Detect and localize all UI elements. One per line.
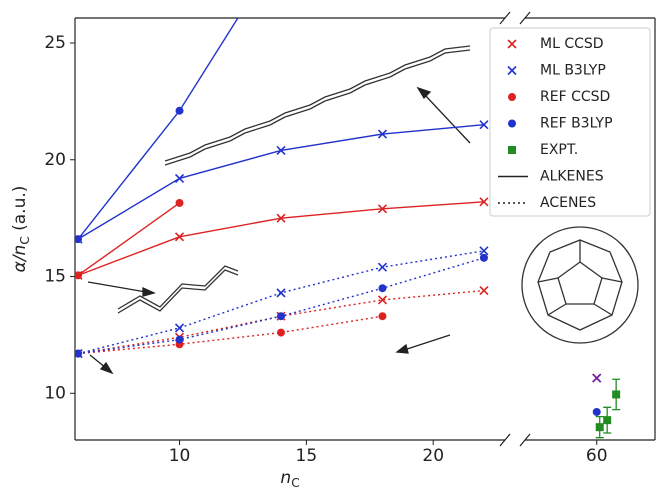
point-x [479, 285, 489, 296]
point-x [174, 173, 185, 184]
point-dot [378, 312, 387, 321]
x-tick-label: 10 [169, 446, 191, 466]
legend-label: REF B3LYP [540, 116, 613, 132]
x-axis-label: nC [280, 468, 299, 490]
legend-marker [508, 146, 516, 154]
legend-label: ML CCSD [540, 36, 604, 52]
point-dot [378, 284, 387, 293]
y-axis-label: α/nC (a.u.) [10, 186, 32, 273]
point-square [595, 423, 604, 432]
point-dot [479, 253, 488, 262]
point-x [276, 288, 286, 298]
point-dot [276, 312, 285, 321]
legend-box [489, 27, 651, 217]
point-x [479, 246, 489, 256]
point-x [377, 262, 388, 272]
point-dot [75, 349, 83, 358]
legend-marker [507, 65, 517, 76]
x-tick-label: 20 [422, 446, 444, 466]
point-x [276, 145, 286, 155]
legend-label: ACENES [540, 195, 596, 211]
series-group [592, 373, 602, 416]
point-x [276, 213, 286, 223]
legend-marker [508, 93, 516, 101]
y-tick-label: 10 [44, 383, 66, 403]
point-dot [175, 335, 184, 344]
point-x [592, 373, 602, 383]
series-line [77, 201, 484, 277]
x-tick-label: 60 [586, 446, 608, 466]
point-x [174, 323, 185, 333]
molecules [117, 45, 639, 344]
series-line [77, 250, 485, 355]
series-line [77, 315, 383, 355]
point-dot [276, 328, 285, 337]
point-x [479, 197, 489, 207]
point-square [603, 416, 612, 425]
point-x [174, 232, 185, 242]
y-tick-label: 20 [44, 150, 66, 170]
axes-frame [74, 11, 656, 447]
expt-group [595, 378, 621, 439]
legend-label: EXPT. [540, 142, 578, 158]
series-line [77, 124, 485, 240]
legend-label: ALKENES [540, 169, 604, 185]
point-x [479, 120, 489, 130]
point-x [377, 204, 388, 214]
x-tick-label: 15 [296, 446, 318, 466]
legend-marker [507, 39, 517, 49]
y-tick-label: 25 [44, 33, 66, 53]
series-group [75, 18, 489, 280]
point-dot [175, 198, 184, 207]
legend-label: ML B3LYP [540, 63, 606, 79]
legend-label: REF CCSD [540, 89, 610, 105]
point-dot [75, 235, 83, 244]
series-line [77, 202, 180, 276]
series-line [77, 257, 485, 355]
series-group [75, 246, 489, 359]
point-x [377, 129, 388, 139]
point-dot [175, 106, 184, 115]
point-dot [75, 271, 83, 280]
legend: ML CCSD ML B3LYP REF CCSD REF B3LYP EXPT. ALK… [498, 36, 613, 211]
point-dot [592, 407, 601, 416]
y-tick-label: 15 [44, 267, 66, 287]
point-x [377, 295, 388, 305]
arrows [87, 86, 471, 375]
point-square [612, 390, 621, 399]
legend-marker [508, 119, 516, 128]
